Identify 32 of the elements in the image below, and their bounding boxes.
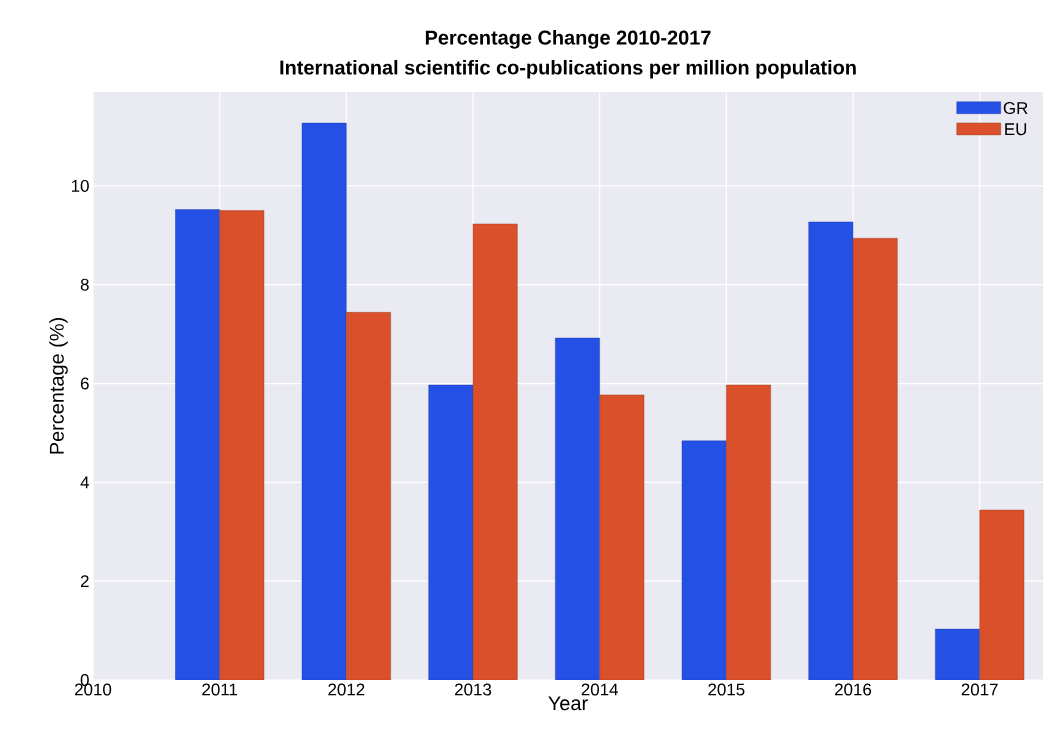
chart-title: Percentage Change 2010-2017	[425, 30, 711, 49]
y-axis-title: Percentage (%)	[49, 318, 68, 454]
bar	[346, 312, 391, 680]
x-tick-label: 2014	[581, 683, 618, 696]
x-tick-label: 2017	[961, 683, 998, 696]
y-tick-label: 2	[80, 575, 89, 588]
y-tick-label: 6	[80, 377, 89, 390]
bar	[979, 509, 1025, 680]
y-tick-label: 10	[71, 179, 89, 192]
bar	[219, 210, 265, 680]
bar	[175, 209, 220, 680]
legend-label: GR	[1003, 102, 1028, 115]
x-tick-label: 2015	[708, 683, 745, 696]
chart-subtitle: International scientific co-publications per million population	[280, 59, 856, 79]
y-tick-label: 8	[80, 278, 89, 291]
x-tick-label: 2016	[835, 683, 872, 696]
y-tick-label: 4	[80, 476, 89, 489]
bar	[428, 384, 474, 680]
bar	[726, 384, 771, 680]
bar	[599, 394, 645, 680]
bar	[472, 223, 518, 680]
bar	[301, 122, 347, 680]
bar	[852, 238, 898, 680]
bar	[555, 337, 600, 680]
legend-label: EU	[1005, 123, 1027, 136]
bar	[808, 221, 854, 680]
bar	[681, 440, 727, 680]
x-axis-title: Year	[548, 696, 588, 711]
x-tick-label: 2012	[328, 683, 365, 696]
x-tick-label: 2013	[455, 683, 492, 696]
bar	[935, 628, 980, 680]
x-tick-label: 2011	[202, 683, 238, 696]
